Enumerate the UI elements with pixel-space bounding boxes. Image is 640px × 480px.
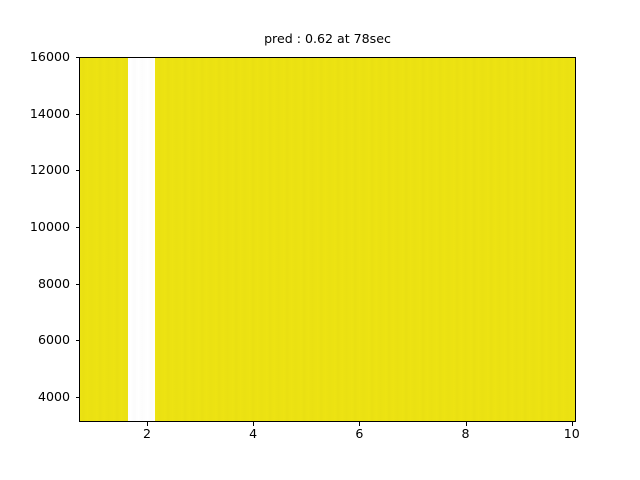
y-tick-label: 8000 — [37, 275, 70, 291]
chart-title: pred : 0.62 at 78sec — [264, 31, 391, 46]
y-tick-mark — [75, 396, 79, 398]
x-tick-mark — [359, 422, 361, 426]
y-tick-mark — [75, 283, 79, 285]
y-tick-label: 14000 — [29, 105, 70, 121]
spectrogram-image — [80, 58, 575, 421]
y-tick-mark — [75, 340, 79, 342]
y-tick-label: 12000 — [29, 162, 70, 178]
x-tick-mark — [146, 422, 148, 426]
y-tick-label: 6000 — [37, 332, 70, 348]
y-tick-label: 4000 — [37, 388, 70, 404]
spectrogram-band — [80, 58, 129, 421]
x-tick-mark — [253, 422, 255, 426]
x-tick-label: 10 — [563, 426, 580, 441]
spectrogram-band — [154, 58, 575, 421]
spectrogram-gap — [128, 58, 155, 421]
y-tick-mark — [75, 170, 79, 172]
y-tick-mark — [75, 226, 79, 228]
y-tick-mark — [75, 113, 79, 115]
x-tick-label: 2 — [142, 426, 151, 441]
y-tick-mark — [75, 57, 79, 58]
y-tick-label: 16000 — [29, 49, 70, 64]
x-tick-mark — [571, 422, 573, 426]
x-tick-mark — [465, 422, 467, 426]
x-tick-label: 6 — [355, 426, 364, 441]
plot-axes — [79, 57, 576, 422]
x-tick-label: 4 — [249, 426, 258, 441]
y-tick-label: 10000 — [29, 218, 70, 234]
x-tick-label: 8 — [461, 426, 470, 441]
